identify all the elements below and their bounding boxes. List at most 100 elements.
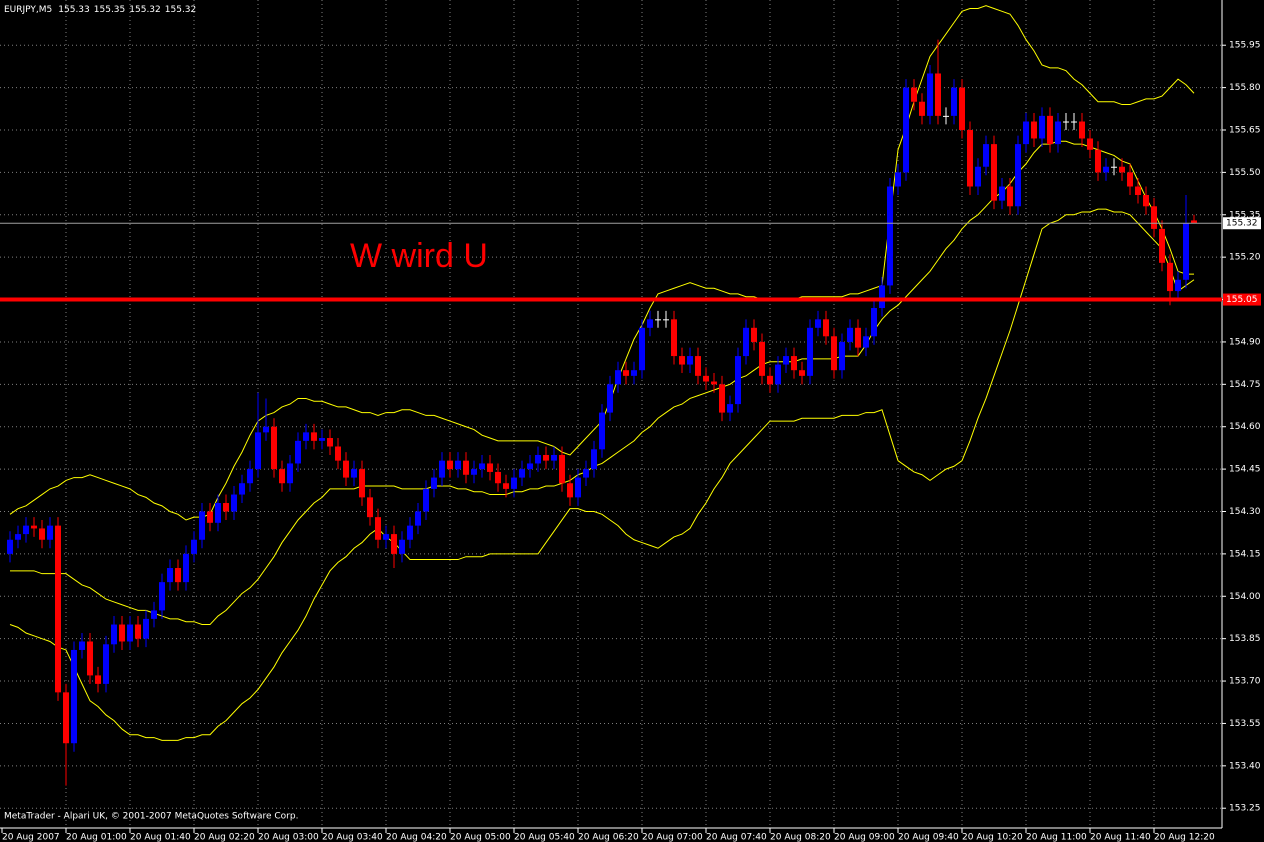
candle-body xyxy=(543,454,549,461)
candle-body xyxy=(1071,121,1077,123)
candle-body xyxy=(535,454,541,464)
candle-body xyxy=(799,370,805,376)
candle-body xyxy=(975,166,981,187)
candle-body xyxy=(983,144,989,167)
candle-body xyxy=(607,384,613,413)
candle-body xyxy=(183,553,189,583)
candle-body xyxy=(55,525,61,693)
candle-body xyxy=(943,115,949,117)
y-tick-label: 155.65 xyxy=(1229,125,1261,135)
candle-body xyxy=(327,438,333,447)
candle-body xyxy=(655,319,661,321)
symbol: EURJPY,M5 xyxy=(4,5,52,15)
candle-body xyxy=(311,432,317,441)
candle-body xyxy=(47,525,53,540)
candle-body xyxy=(223,503,229,512)
candle-body xyxy=(791,356,797,371)
candle-body xyxy=(759,341,765,376)
y-tick-label: 154.60 xyxy=(1229,422,1261,432)
y-tick-label: 154.90 xyxy=(1229,337,1261,347)
candle-body xyxy=(855,327,861,348)
candle-body xyxy=(143,618,149,639)
y-tick-label: 153.70 xyxy=(1229,677,1261,687)
candle-body xyxy=(623,370,629,376)
candle-body xyxy=(695,356,701,376)
candle-body xyxy=(359,469,365,498)
candle-body xyxy=(215,503,221,523)
candle-body xyxy=(1127,172,1133,187)
candle-body xyxy=(527,463,533,470)
candle-body xyxy=(1135,186,1141,195)
candle-body xyxy=(871,308,877,337)
candle-body xyxy=(159,582,165,611)
candle-body xyxy=(335,446,341,461)
candle-body xyxy=(231,494,237,512)
candle-body xyxy=(903,87,909,173)
candle-body xyxy=(367,497,373,518)
candle-body xyxy=(559,454,565,484)
candle-body xyxy=(463,460,469,475)
candle-body xyxy=(911,87,917,102)
candle-body xyxy=(119,624,125,642)
x-tick-label: 20 Aug 12:20 xyxy=(1154,833,1215,842)
x-tick-label: 20 Aug 11:00 xyxy=(1026,833,1087,842)
candle-body xyxy=(1191,220,1197,224)
candle-body xyxy=(1095,149,1101,173)
y-tick-label: 154.45 xyxy=(1229,465,1261,475)
candle-body xyxy=(167,568,173,583)
candle-body xyxy=(199,511,205,540)
x-tick-label: 20 Aug 06:20 xyxy=(578,833,639,842)
candle-body xyxy=(887,186,893,286)
candle-body xyxy=(191,539,197,554)
candle-body xyxy=(1159,228,1165,263)
candle-body xyxy=(263,426,269,433)
candle-body xyxy=(567,483,573,498)
candle-body xyxy=(919,101,925,116)
candle-body xyxy=(39,528,45,540)
candle-body xyxy=(247,469,253,484)
x-tick-label: 20 Aug 01:40 xyxy=(130,833,191,842)
y-tick-label: 154.75 xyxy=(1229,380,1261,390)
candle-body xyxy=(63,692,69,744)
y-tick-label: 155.80 xyxy=(1229,83,1261,93)
candle-body xyxy=(927,73,933,116)
candle-body xyxy=(1119,166,1125,173)
x-tick-label: 20 Aug 03:40 xyxy=(322,833,383,842)
x-tick-label: 20 Aug 08:20 xyxy=(770,833,831,842)
annotation: W wird U xyxy=(350,237,488,275)
candle-body xyxy=(1023,121,1029,145)
candle-body xyxy=(831,336,837,371)
last-low: 155.32 xyxy=(129,5,161,15)
candle-body xyxy=(151,610,157,619)
candle-body xyxy=(1087,138,1093,150)
candle-body xyxy=(279,469,285,484)
candle-body xyxy=(383,534,389,540)
candle-body xyxy=(807,327,813,376)
candle-body xyxy=(1143,194,1149,207)
candle-body xyxy=(711,381,717,385)
x-tick-label: 20 Aug 05:40 xyxy=(514,833,575,842)
candle-body xyxy=(399,539,405,554)
x-tick-label: 20 Aug 07:00 xyxy=(642,833,703,842)
candle-body xyxy=(1079,121,1085,139)
candle-body xyxy=(391,534,397,554)
y-tick-label: 154.00 xyxy=(1229,592,1261,602)
candle-body xyxy=(503,483,509,489)
candle-body xyxy=(31,525,37,529)
candle-body xyxy=(351,469,357,478)
candle-body xyxy=(823,319,829,337)
band-line xyxy=(9,208,1195,741)
candle-body xyxy=(719,384,725,413)
x-tick-label: 20 Aug 10:20 xyxy=(962,833,1023,842)
candle-body xyxy=(879,285,885,309)
candle-body xyxy=(447,460,453,470)
y-tick-label: 153.25 xyxy=(1229,804,1261,814)
candle-body xyxy=(1111,166,1117,168)
candle-body xyxy=(375,517,381,540)
x-tick-label: 20 Aug 05:00 xyxy=(450,833,511,842)
candle-body xyxy=(71,649,77,744)
last-open: 155.33 xyxy=(58,5,90,15)
